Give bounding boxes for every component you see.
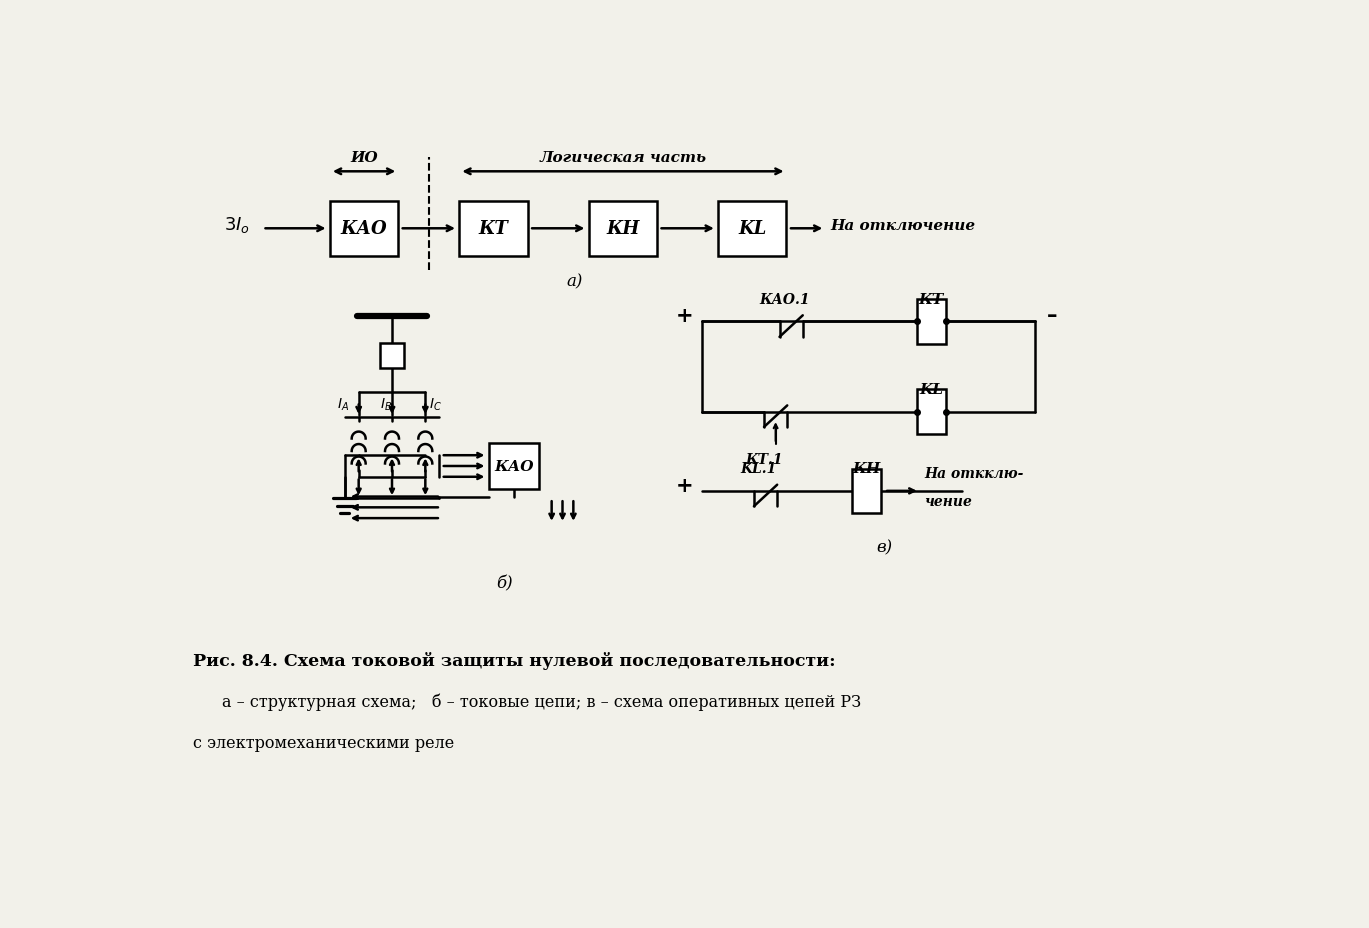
Bar — [379, 343, 404, 368]
Text: б): б) — [496, 575, 512, 592]
Text: КАО: КАО — [341, 220, 387, 238]
Text: с электромеханическими реле: с электромеханическими реле — [193, 734, 455, 752]
Text: КТ.1: КТ.1 — [745, 452, 783, 466]
Text: КАО.1: КАО.1 — [758, 292, 809, 307]
Text: +: + — [676, 475, 694, 496]
Text: +: + — [676, 306, 694, 326]
Text: На откклю-: На откклю- — [924, 467, 1024, 481]
Text: Рис. 8.4. Схема токовой защиты нулевой последовательности:: Рис. 8.4. Схема токовой защиты нулевой п… — [193, 651, 835, 669]
Bar — [330, 201, 398, 257]
Text: КН: КН — [852, 462, 880, 476]
Bar — [719, 201, 786, 257]
Bar — [852, 469, 882, 513]
Bar — [917, 300, 946, 344]
Text: а – структурная схема;   б – токовые цепи; в – схема оперативных цепей РЗ: а – структурная схема; б – токовые цепи;… — [222, 692, 861, 710]
Text: KL.1: KL.1 — [741, 462, 776, 476]
Text: На отключение: На отключение — [831, 219, 976, 233]
Text: в): в) — [876, 539, 893, 556]
Bar — [917, 390, 946, 434]
Text: $I_B$: $I_B$ — [379, 396, 392, 413]
Text: а): а) — [565, 273, 582, 290]
Text: КН: КН — [606, 220, 639, 238]
Text: КАО: КАО — [494, 459, 534, 473]
Text: чение: чение — [924, 495, 972, 509]
Text: КТ: КТ — [919, 292, 945, 307]
Text: –: – — [1047, 306, 1057, 326]
Text: $I_A$: $I_A$ — [337, 396, 349, 413]
Text: ИО: ИО — [350, 150, 378, 164]
Bar — [489, 444, 539, 490]
Text: KL: KL — [738, 220, 767, 238]
Text: KL: KL — [920, 382, 943, 397]
Text: Логическая часть: Логическая часть — [539, 150, 706, 164]
Text: КТ: КТ — [479, 220, 508, 238]
Text: $3I_o$: $3I_o$ — [225, 215, 251, 235]
Text: $I_C$: $I_C$ — [430, 396, 442, 413]
Bar — [460, 201, 527, 257]
Bar — [589, 201, 657, 257]
